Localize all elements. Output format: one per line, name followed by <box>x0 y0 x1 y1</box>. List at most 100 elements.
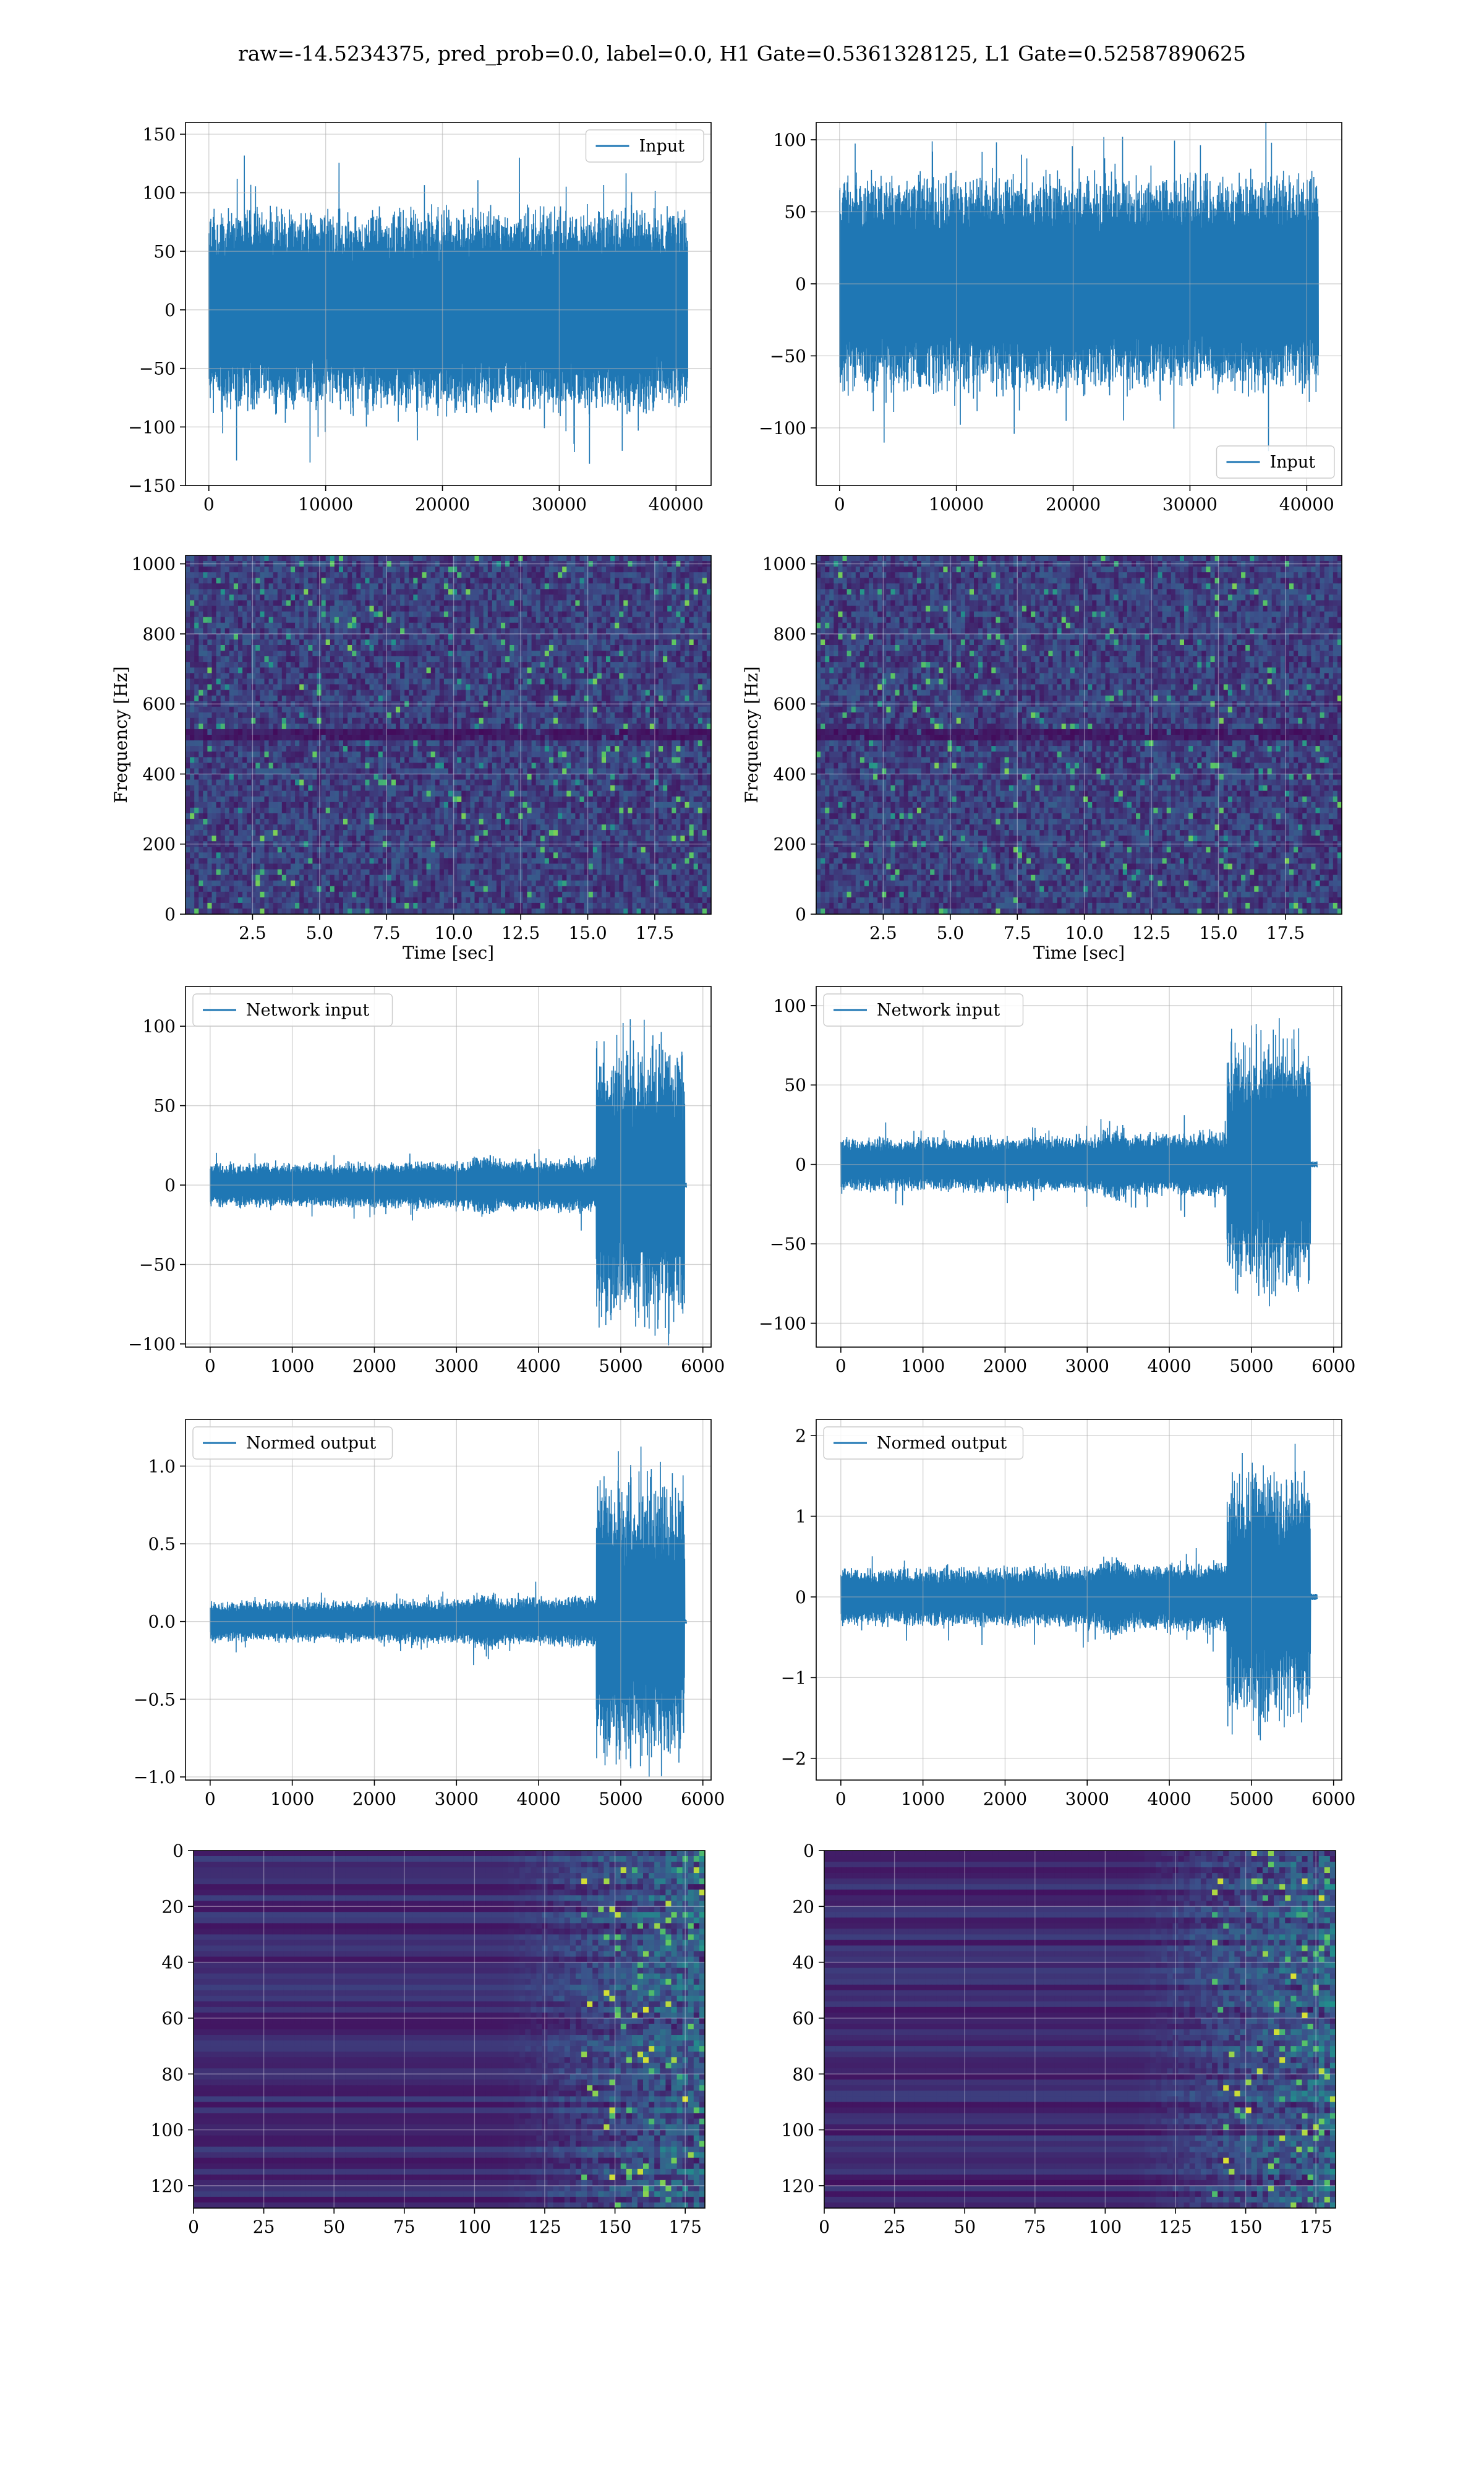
h1-spectrogram-cell <box>386 729 392 735</box>
h1-spectrogram-cell <box>693 572 699 578</box>
h1-spectrogram-cell <box>338 555 344 562</box>
h1-spectrogram-cell <box>684 606 690 612</box>
h1-spectrogram-cell <box>571 555 576 562</box>
h1-spectrogram-cell <box>461 751 466 758</box>
h1-spectrogram-cell <box>304 779 309 786</box>
h1-spectrogram-cell <box>198 673 203 679</box>
h1-spectrogram-cell <box>260 690 265 696</box>
h1-spectrogram-cell <box>247 611 252 618</box>
h1-spectrogram-cell <box>220 757 226 763</box>
h1-spectrogram-cell <box>220 628 226 635</box>
h1-spectrogram-cell <box>260 651 265 657</box>
h1-spectrogram-cell <box>325 662 331 668</box>
h1-spectrogram-cell <box>260 589 265 596</box>
h1-spectrogram-cell <box>255 561 260 567</box>
h1-spectrogram-cell <box>659 555 663 562</box>
h1-spectrogram-cell <box>224 645 230 651</box>
h1-spectrogram-cell <box>641 678 646 685</box>
h1-spectrogram-cell <box>330 651 335 657</box>
h1-spectrogram-cell <box>566 757 571 763</box>
h1-spectrogram-cell <box>325 567 331 573</box>
h1-spectrogram-cell <box>247 578 252 584</box>
h1-spectrogram-cell <box>645 555 650 562</box>
h1-spectrogram-cell <box>453 706 458 713</box>
h1-spectrogram-cell <box>404 729 409 735</box>
h1-spectrogram-cell <box>628 729 633 735</box>
h1-spectrogram-cell <box>461 746 466 752</box>
h1-spectrogram-cell <box>474 651 480 657</box>
h1-spectrogram-cell <box>312 757 318 763</box>
h1-spectrogram-cell <box>417 729 423 735</box>
h1-spectrogram-cell <box>505 740 510 747</box>
h1-spectrogram-cell <box>579 606 585 612</box>
h1-spectrogram-cell <box>352 656 357 662</box>
h1-spectrogram-cell <box>483 600 488 607</box>
h1-spectrogram-cell <box>312 667 318 674</box>
h1-spectrogram-cell <box>396 712 401 719</box>
h1-spectrogram-cell <box>544 656 550 662</box>
h1-spectrogram-cell <box>654 656 659 662</box>
h1-spectrogram-cell <box>391 567 396 573</box>
h1-spectrogram-cell <box>466 746 471 752</box>
h1-spectrogram-cell <box>242 751 247 758</box>
h1-spectrogram-cell <box>299 567 304 573</box>
h1-input-y-tick-label: 150 <box>143 124 176 145</box>
h1-spectrogram-cell <box>203 617 208 623</box>
h1-spectrogram-cell <box>330 695 335 702</box>
h1-spectrogram-cell <box>404 594 409 601</box>
h1-spectrogram-cell <box>304 684 309 691</box>
h1-spectrogram-cell <box>203 774 208 781</box>
h1-spectrogram-cell <box>417 740 423 747</box>
h1-spectrogram-cell <box>404 673 409 679</box>
h1-spectrogram-cell <box>610 651 615 657</box>
h1-spectrogram-cell <box>321 628 326 635</box>
h1-spectrogram-cell <box>268 757 274 763</box>
h1-spectrogram-cell <box>439 555 445 562</box>
h1-spectrogram-cell <box>558 690 563 696</box>
h1-spectrogram-cell <box>295 751 300 758</box>
h1-spectrogram-cell <box>702 639 707 646</box>
h1-spectrogram-cell <box>680 606 686 612</box>
h1-spectrogram-cell <box>352 611 357 618</box>
h1-spectrogram-cell <box>404 656 409 662</box>
h1-spectrogram-cell <box>588 695 594 702</box>
h1-spectrogram-cell <box>654 583 659 589</box>
h1-spectrogram-cell <box>548 723 554 730</box>
h1-spectrogram-cell <box>606 706 611 713</box>
h1-spectrogram-cell <box>391 667 396 674</box>
h1-spectrogram-cell <box>601 751 607 758</box>
h1-spectrogram-cell <box>360 690 365 696</box>
h1-spectrogram-cell <box>689 583 694 589</box>
h1-spectrogram-cell <box>518 695 523 702</box>
h1-spectrogram-cell <box>321 589 326 596</box>
h1-spectrogram-cell <box>527 662 532 668</box>
h1-spectrogram-cell <box>680 555 686 562</box>
h1-spectrogram-cell <box>286 606 291 612</box>
h1-spectrogram-cell <box>571 706 576 713</box>
h1-spectrogram-cell <box>566 751 571 758</box>
h1-spectrogram-cell <box>654 774 659 781</box>
h1-spectrogram-cell <box>672 735 676 741</box>
l1-input-legend-label: Input <box>1270 453 1316 472</box>
h1-spectrogram-cell <box>317 763 322 769</box>
h1-spectrogram-cell <box>365 673 370 679</box>
h1-spectrogram-cell <box>325 740 331 747</box>
h1-spectrogram-cell <box>588 622 594 629</box>
h1-spectrogram-cell <box>597 600 602 607</box>
h1-spectrogram-cell <box>321 723 326 730</box>
h1-spectrogram-cell <box>325 712 331 719</box>
h1-spectrogram-cell <box>649 735 655 741</box>
h1-spectrogram-cell <box>649 729 655 735</box>
h1-spectrogram-cell <box>584 729 589 735</box>
h1-spectrogram-cell <box>632 774 638 781</box>
h1-spectrogram-cell <box>251 757 256 763</box>
h1-spectrogram-cell <box>654 633 659 640</box>
h1-spectrogram-cell <box>369 622 375 629</box>
h1-spectrogram-cell <box>404 717 409 724</box>
h1-spectrogram-cell <box>365 690 370 696</box>
h1-spectrogram-cell <box>360 617 365 623</box>
h1-spectrogram-cell <box>663 751 668 758</box>
h1-spectrogram-cell <box>676 701 681 708</box>
h1-spectrogram-cell <box>238 622 243 629</box>
